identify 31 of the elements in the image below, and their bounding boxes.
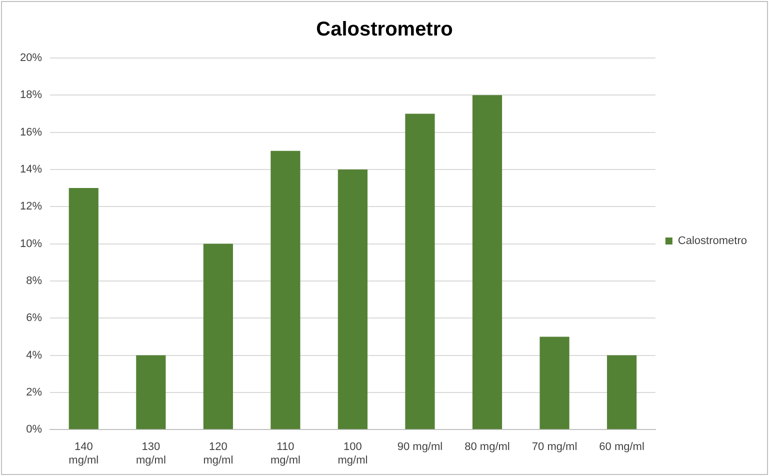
y-tick-label: 16% <box>20 126 42 138</box>
y-tick-label: 18% <box>20 89 42 102</box>
y-tick-label: 20% <box>20 52 42 64</box>
x-tick-label: 100 mg/ml <box>338 441 368 466</box>
x-tick-label: 90 mg/ml <box>397 441 443 454</box>
bar <box>405 114 435 430</box>
x-tick-label: 140 mg/ml <box>68 441 99 466</box>
bar <box>606 355 637 430</box>
x-tick-label: 60 mg/ml <box>599 441 644 454</box>
bar <box>203 244 233 430</box>
x-tick-label: 80 mg/ml <box>464 441 510 454</box>
x-tick-label: 70 mg/ml <box>532 441 578 454</box>
chart-title: Calostrometro <box>316 18 453 41</box>
y-tick-label: 6% <box>26 312 42 324</box>
bar <box>540 336 570 430</box>
bar <box>68 188 98 430</box>
x-tick-label: 110 mg/ml <box>270 441 300 466</box>
y-tick-label: 8% <box>26 274 42 287</box>
bar <box>472 95 502 430</box>
y-tick-label: 2% <box>26 386 42 398</box>
bar <box>136 355 166 430</box>
x-tick-label: 130 mg/ml <box>136 441 166 466</box>
y-tick-label: 10% <box>20 238 42 250</box>
y-tick-label: 4% <box>26 349 42 362</box>
y-tick-label: 0% <box>26 424 42 436</box>
y-tick-label: 12% <box>20 200 42 213</box>
y-tick-label: 14% <box>20 164 42 176</box>
legend-label: Calostrometro <box>678 235 747 248</box>
bar <box>338 169 368 430</box>
x-tick-label: 120 mg/ml <box>203 441 234 466</box>
bar <box>270 150 300 430</box>
